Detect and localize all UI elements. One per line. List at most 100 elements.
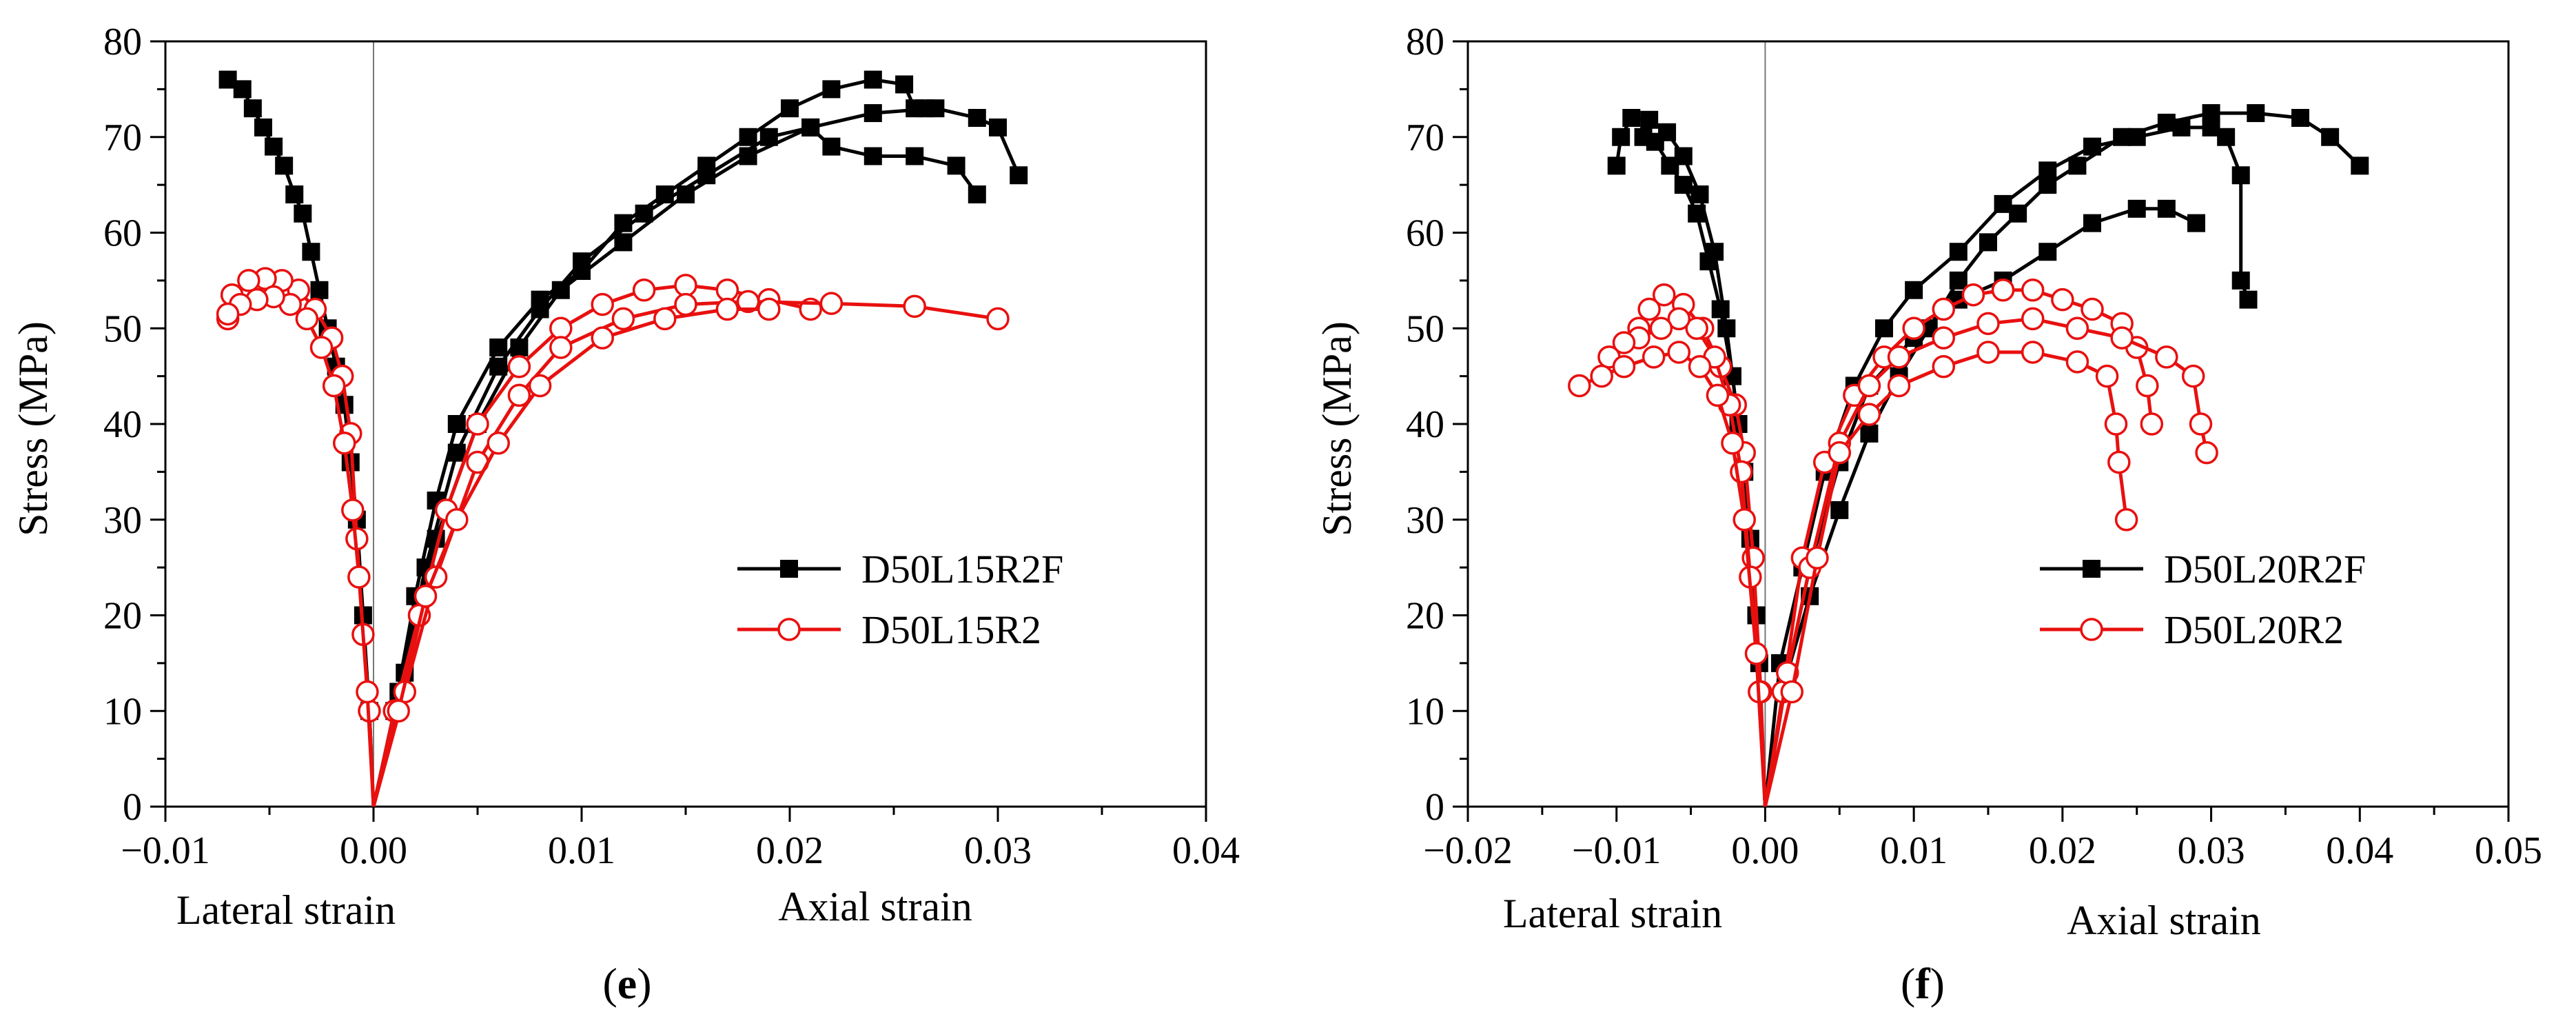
- data-point-square: [294, 204, 312, 223]
- data-point-square: [2157, 199, 2176, 218]
- series-D50L20R2F: [1607, 104, 2369, 807]
- data-point-circle: [1857, 374, 1881, 398]
- y-tick-label: 30: [103, 499, 142, 542]
- data-point-circle: [2095, 364, 2119, 388]
- data-point-circle: [1887, 374, 1911, 398]
- data-point-circle: [2051, 287, 2074, 312]
- data-point-circle: [1612, 355, 1636, 378]
- y-tick-label: 20: [1406, 595, 1444, 638]
- data-point-circle: [715, 279, 739, 302]
- data-point-square: [801, 118, 820, 137]
- data-point-circle: [715, 297, 739, 321]
- data-point-circle: [445, 508, 469, 532]
- data-point-circle: [2189, 412, 2213, 436]
- series-D50L15R2F: [218, 70, 1028, 807]
- y-axis-title-e: Stress (MPa): [10, 321, 56, 536]
- plot-area-f: −0.02 −0.01 0.00 0.01 0.02 0.03 0.04 0.05 0 10 20 3…: [1406, 21, 2542, 872]
- data-point-square: [926, 99, 945, 118]
- series-D50L20R2: [1568, 279, 2218, 807]
- data-point-circle: [1685, 316, 1708, 340]
- data-point-circle: [2080, 618, 2103, 641]
- data-point-circle: [591, 292, 614, 316]
- y-tick-label: 80: [103, 21, 142, 63]
- data-point-square: [2231, 271, 2250, 290]
- data-point-circle: [1961, 283, 1985, 307]
- data-point-circle: [237, 269, 260, 292]
- chart-panel-f: −0.02 −0.01 0.00 0.01 0.02 0.03 0.04 0.05 0 10 20 3…: [1314, 21, 2542, 1008]
- data-point-circle: [611, 307, 635, 331]
- data-point-circle: [736, 290, 760, 314]
- data-point-circle: [1932, 297, 1956, 321]
- data-point-square: [2157, 113, 2176, 132]
- data-point-circle: [2140, 412, 2164, 436]
- data-point-square: [2217, 128, 2236, 146]
- data-point-square: [310, 281, 329, 299]
- data-point-circle: [1637, 297, 1661, 321]
- data-point-square: [635, 204, 653, 223]
- y-tick-label: 50: [1406, 307, 1444, 350]
- series-line: [1763, 111, 2362, 807]
- data-point-circle: [1932, 326, 1956, 350]
- y-tick-label: 60: [1406, 212, 1444, 255]
- chart-panel-e: −0.01 0.00 0.01 0.02 0.03 0.04 0 10 20 30 40 50 60 70…: [10, 21, 1240, 1008]
- legend-entry-D50L15R2F: D50L15R2F: [737, 547, 1063, 592]
- data-point-square: [489, 339, 508, 356]
- x-tick-label: 0.02: [756, 829, 824, 872]
- y-tick-label: 0: [1425, 786, 1444, 829]
- data-point-square: [2239, 290, 2258, 309]
- panel-label-f: (f): [1901, 959, 1945, 1008]
- data-point-circle: [507, 355, 531, 378]
- data-point-square: [906, 147, 924, 165]
- x-axis-title-lateral-e: Lateral strain: [176, 887, 396, 933]
- data-point-square: [1949, 243, 1967, 261]
- data-point-square: [1875, 319, 1893, 338]
- data-point-circle: [295, 307, 319, 331]
- legend-entry-D50L15R2: D50L15R2: [737, 607, 1041, 652]
- data-point-circle: [309, 336, 334, 359]
- data-point-circle: [1688, 355, 1712, 378]
- data-point-square: [863, 147, 882, 165]
- data-point-square: [1622, 109, 1641, 127]
- y-tick-label: 30: [1406, 499, 1444, 542]
- data-point-circle: [1780, 680, 1804, 704]
- plot-frame: [164, 40, 1207, 808]
- data-point-circle: [356, 680, 379, 704]
- data-point-circle: [387, 699, 410, 723]
- data-point-circle: [341, 498, 365, 522]
- data-point-circle: [2104, 412, 2128, 436]
- data-point-square: [275, 156, 294, 175]
- data-point-square: [265, 137, 283, 156]
- data-point-square: [968, 109, 986, 127]
- data-point-square: [2038, 176, 2057, 194]
- x-tick-label: 0.04: [2326, 829, 2393, 872]
- data-point-square: [218, 70, 237, 89]
- data-point-circle: [1932, 355, 1956, 378]
- data-point-circle: [1744, 642, 1768, 665]
- data-point-circle: [674, 274, 697, 297]
- data-point-circle: [653, 307, 677, 331]
- data-point-circle: [507, 383, 531, 407]
- data-point-square: [1979, 233, 1997, 252]
- legend-label: D50L15R2: [861, 607, 1041, 652]
- series-line: [371, 307, 769, 807]
- data-point-circle: [903, 294, 926, 319]
- data-point-circle: [986, 307, 1010, 331]
- legend-label: D50L20R2F: [2164, 547, 2366, 592]
- data-point-square: [822, 137, 841, 156]
- data-point-circle: [1887, 345, 1911, 369]
- y-tick-label: 10: [1406, 690, 1444, 733]
- data-point-circle: [1721, 432, 1744, 455]
- data-point-square: [1949, 271, 1967, 290]
- data-point-circle: [1806, 546, 1829, 569]
- data-layer: [216, 70, 1028, 807]
- data-point-square: [285, 185, 304, 203]
- data-point-square: [989, 118, 1007, 137]
- y-tick-label: 20: [103, 595, 142, 638]
- data-point-square: [780, 560, 798, 578]
- data-point-circle: [632, 279, 656, 302]
- data-point-square: [447, 443, 466, 462]
- data-point-square: [739, 147, 757, 165]
- data-point-square: [1830, 501, 1849, 519]
- data-point-square: [1661, 156, 1679, 175]
